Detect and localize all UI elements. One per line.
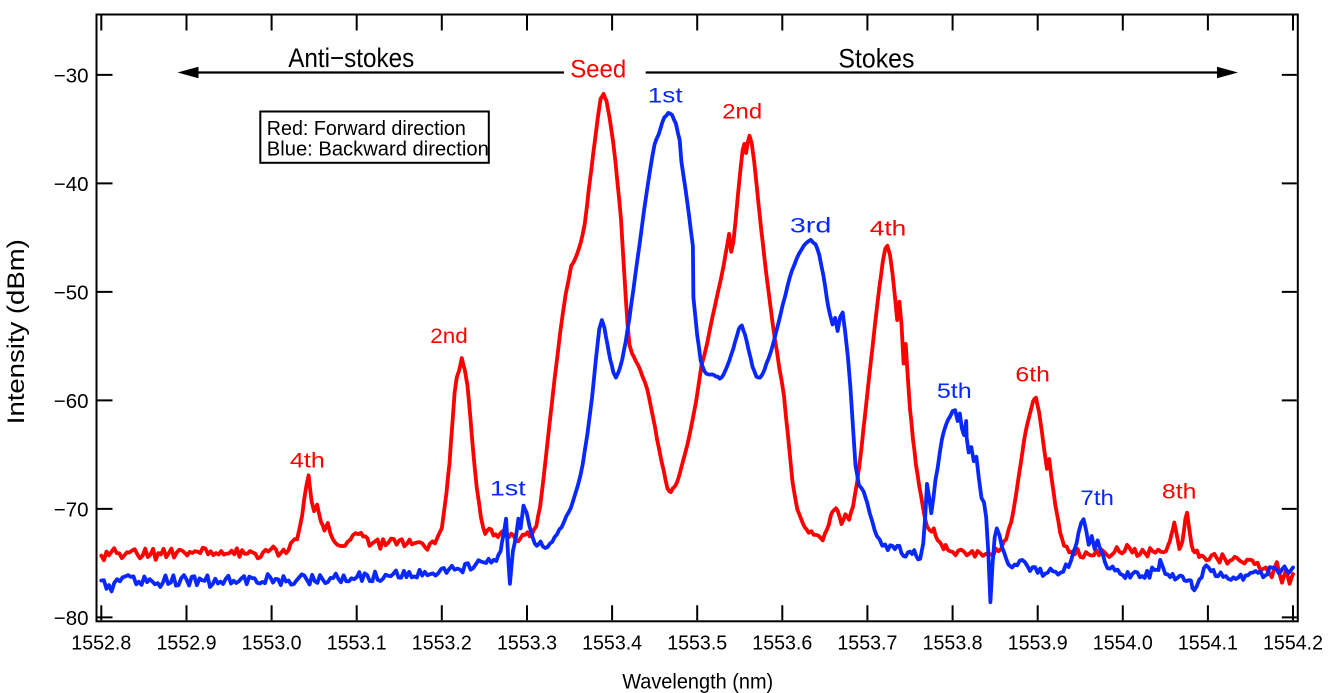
svg-text:8th: 8th [1162, 480, 1197, 504]
svg-text:1553.0: 1553.0 [242, 632, 302, 655]
svg-text:1554.0: 1554.0 [1093, 632, 1153, 655]
svg-text:1552.8: 1552.8 [71, 632, 131, 655]
svg-text:4th: 4th [290, 449, 325, 473]
svg-text:−40: −40 [54, 173, 89, 196]
svg-text:2nd: 2nd [430, 324, 468, 348]
svg-text:−30: −30 [54, 65, 89, 88]
svg-text:1553.7: 1553.7 [837, 632, 897, 655]
svg-text:1553.8: 1553.8 [923, 632, 983, 655]
svg-text:Anti−stokes: Anti−stokes [288, 43, 414, 73]
svg-text:1553.5: 1553.5 [667, 632, 727, 655]
svg-text:−80: −80 [54, 607, 89, 630]
svg-text:1553.9: 1553.9 [1008, 632, 1068, 655]
svg-text:1553.4: 1553.4 [582, 632, 642, 655]
svg-text:6th: 6th [1015, 362, 1050, 386]
svg-text:Stokes: Stokes [838, 44, 914, 74]
svg-text:2nd: 2nd [722, 100, 762, 124]
svg-text:1554.2: 1554.2 [1263, 632, 1323, 655]
svg-text:1st: 1st [490, 477, 526, 501]
svg-text:1553.2: 1553.2 [412, 632, 472, 655]
svg-text:−60: −60 [54, 390, 89, 413]
svg-text:Seed: Seed [570, 56, 626, 84]
svg-text:1554.1: 1554.1 [1178, 632, 1238, 655]
svg-text:−50: −50 [54, 282, 89, 305]
svg-text:7th: 7th [1080, 486, 1114, 510]
svg-text:Intensity (dBm): Intensity (dBm) [3, 239, 30, 424]
svg-text:Blue: Backward direction: Blue: Backward direction [267, 137, 489, 160]
svg-text:3rd: 3rd [790, 214, 832, 238]
svg-text:Red: Forward direction: Red: Forward direction [267, 117, 466, 140]
svg-text:−70: −70 [54, 499, 89, 522]
svg-text:1553.6: 1553.6 [752, 632, 812, 655]
svg-text:1st: 1st [648, 83, 683, 107]
svg-text:4th: 4th [870, 217, 907, 241]
svg-text:5th: 5th [937, 379, 972, 403]
svg-text:1553.1: 1553.1 [327, 632, 387, 655]
svg-text:1552.9: 1552.9 [157, 632, 217, 655]
svg-text:1553.3: 1553.3 [497, 632, 557, 655]
svg-text:Wavelength (nm): Wavelength (nm) [622, 671, 773, 693]
